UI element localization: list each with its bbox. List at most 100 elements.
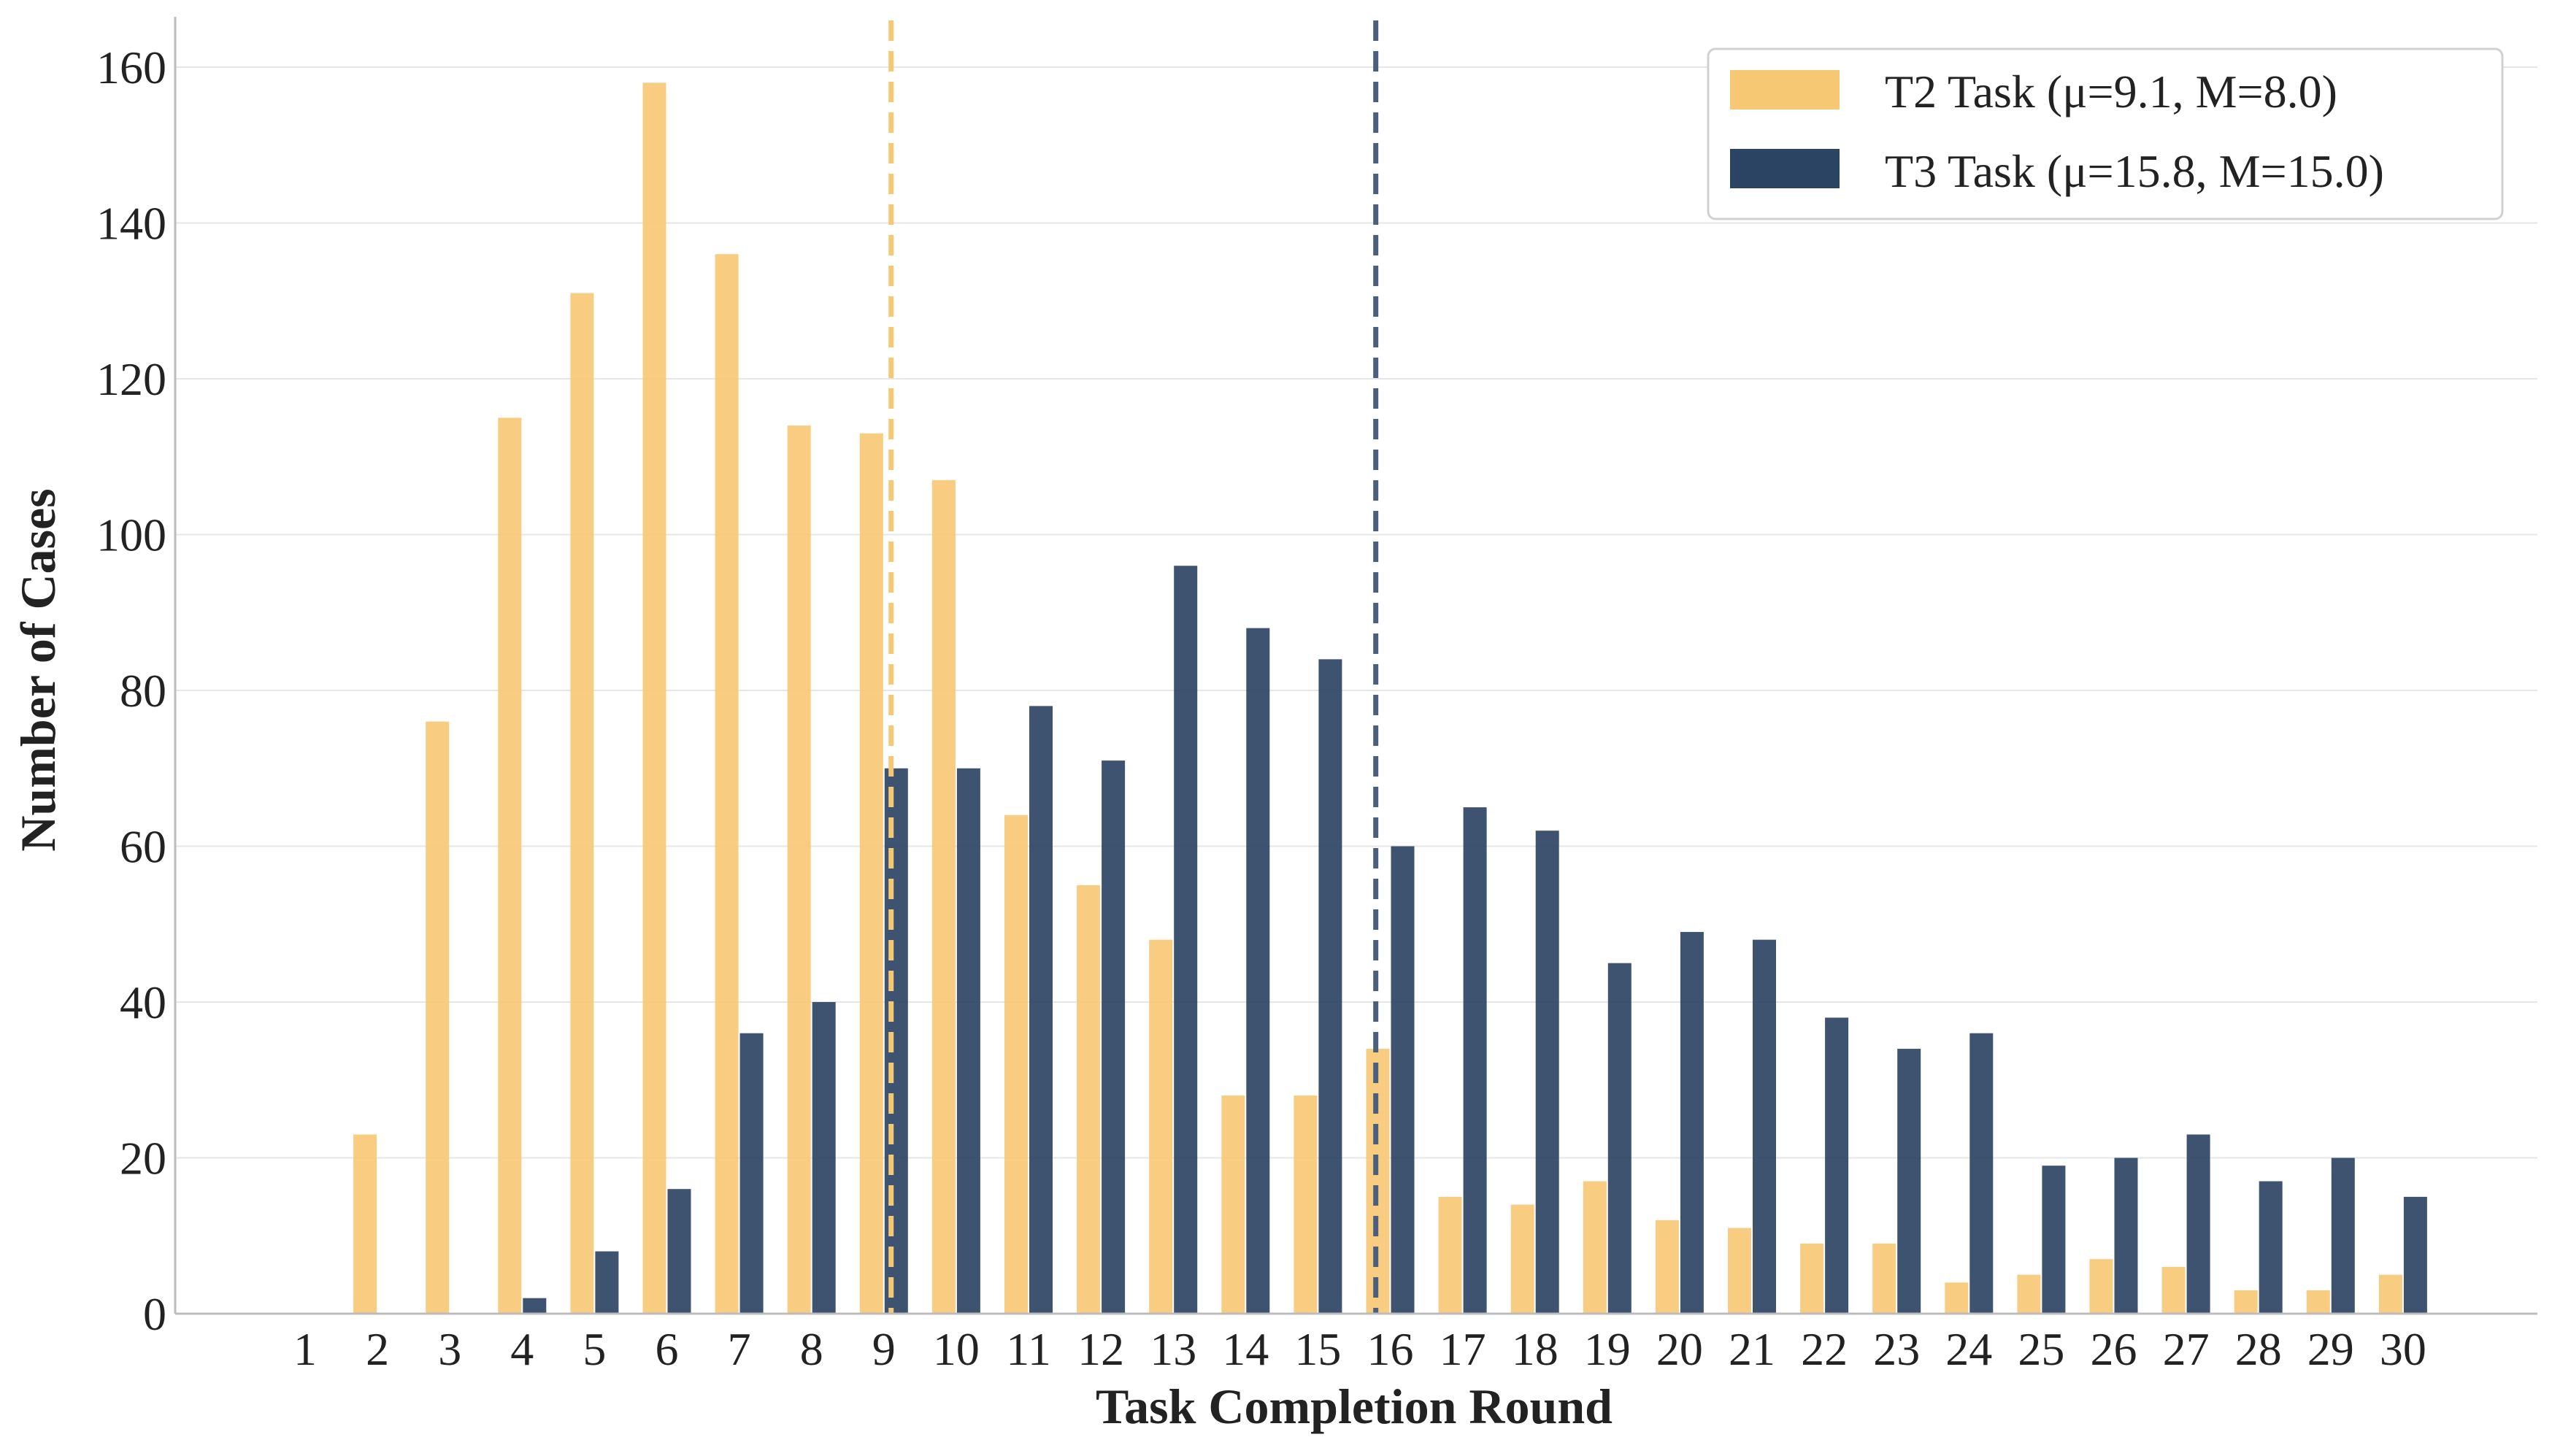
x-tick-label: 10: [933, 1323, 980, 1375]
x-tick-label: 7: [728, 1323, 751, 1375]
t3-bar-10: [956, 768, 980, 1314]
t3-bar-29: [2331, 1158, 2355, 1314]
reference-lines: [888, 20, 1379, 1314]
legend: T2 Task (μ=9.1, M=8.0) T3 Task (μ=15.8, …: [1707, 47, 2504, 220]
x-tick-label: 28: [2235, 1323, 2282, 1375]
t2-bar-17: [1438, 1196, 1462, 1314]
t2-bar-18: [1510, 1204, 1534, 1314]
t3-bar-20: [1680, 931, 1704, 1314]
x-tick-label: 29: [2307, 1323, 2354, 1375]
t3-bar-5: [595, 1251, 619, 1314]
t2-bar-4: [498, 417, 522, 1314]
t2-bar-5: [570, 293, 594, 1314]
t3-bar-18: [1535, 831, 1559, 1314]
y-tick-label: 80: [120, 665, 166, 717]
t3-bar-4: [523, 1298, 547, 1314]
x-tick-label: 2: [366, 1323, 389, 1375]
t2-bar-11: [1004, 814, 1028, 1314]
y-tick-label: 100: [96, 509, 166, 561]
y-tick-label: 160: [96, 42, 166, 93]
t2-bar-22: [1800, 1243, 1824, 1314]
y-tick-label: 40: [120, 977, 166, 1028]
t3-bar-9: [884, 768, 908, 1314]
t2-bar-21: [1728, 1228, 1751, 1314]
t2-bar-29: [2306, 1290, 2330, 1314]
t2-bar-20: [1655, 1220, 1679, 1314]
legend-box: [1707, 47, 2504, 220]
y-tick-label: 60: [120, 821, 166, 873]
t2-bar-13: [1149, 939, 1173, 1314]
x-axis-title: Task Completion Round: [1096, 1379, 1613, 1434]
y-tick-label: 20: [120, 1133, 166, 1185]
x-tick-label: 9: [872, 1323, 896, 1375]
t3-bar-14: [1246, 628, 1270, 1314]
t3-bar-27: [2186, 1134, 2210, 1314]
t3-bar-6: [667, 1189, 691, 1314]
t2-bar-28: [2234, 1290, 2258, 1314]
t2-bar-10: [931, 479, 956, 1314]
t2-bar-23: [1872, 1243, 1896, 1314]
t3-bar-22: [1825, 1017, 1849, 1314]
x-tick-label: 14: [1222, 1323, 1269, 1375]
t3-bar-16: [1391, 846, 1415, 1314]
x-tick-label: 16: [1367, 1323, 1414, 1375]
legend-label-t3: T3 Task (μ=15.8, M=15.0): [1885, 145, 2384, 197]
x-tick-label: 5: [583, 1323, 606, 1375]
t2-bar-24: [1945, 1282, 1969, 1314]
t3-bar-8: [812, 1002, 836, 1314]
t2-bar-6: [642, 82, 666, 1314]
x-tick-label: 23: [1873, 1323, 1920, 1375]
y-axis-title: Number of Cases: [10, 488, 66, 851]
t2-bar-2: [353, 1134, 377, 1314]
x-tick-label: 8: [800, 1323, 823, 1375]
y-tick-label: 0: [143, 1288, 166, 1340]
t3-bar-24: [1969, 1033, 1994, 1314]
x-tick-label: 1: [293, 1323, 317, 1375]
y-tick-label: 140: [96, 198, 166, 250]
t2-bar-30: [2378, 1274, 2402, 1314]
x-tick-label: 26: [2091, 1323, 2137, 1375]
t3-bar-15: [1318, 659, 1342, 1314]
legend-swatch-t3: [1730, 149, 1840, 188]
t3-bar-11: [1029, 706, 1053, 1314]
y-tick-label: 120: [96, 353, 166, 405]
t3-bar-28: [2259, 1181, 2283, 1314]
t2-bar-26: [2089, 1259, 2113, 1314]
t2-bar-9: [859, 433, 883, 1314]
t3-bar-23: [1897, 1049, 1921, 1314]
t3-bar-17: [1463, 807, 1487, 1314]
x-tick-label: 27: [2163, 1323, 2210, 1375]
x-tick-label: 19: [1584, 1323, 1631, 1375]
bars: [353, 82, 2427, 1314]
gridlines: [175, 66, 2537, 1159]
t2-bar-7: [715, 254, 739, 1314]
legend-swatch-t2: [1730, 70, 1840, 109]
legend-label-t2: T2 Task (μ=9.1, M=8.0): [1885, 66, 2337, 118]
t2-bar-8: [787, 425, 811, 1314]
t3-bar-19: [1607, 963, 1631, 1314]
t3-bar-21: [1753, 939, 1776, 1314]
t2-bar-12: [1077, 885, 1101, 1314]
x-tick-label: 3: [438, 1323, 461, 1375]
x-tick-label: 17: [1440, 1323, 1486, 1375]
x-tick-label: 13: [1150, 1323, 1196, 1375]
t2-bar-25: [2017, 1274, 2041, 1314]
t2-bar-3: [426, 721, 450, 1314]
x-tick-label: 24: [1945, 1323, 1992, 1375]
x-tick-label: 30: [2380, 1323, 2426, 1375]
t3-bar-30: [2403, 1196, 2427, 1314]
t2-bar-19: [1583, 1181, 1607, 1314]
x-tick-label: 21: [1729, 1323, 1775, 1375]
x-tick-label: 18: [1512, 1323, 1559, 1375]
t3-bar-13: [1174, 566, 1198, 1314]
x-tick-label: 4: [510, 1323, 534, 1375]
t3-bar-25: [2042, 1166, 2066, 1314]
t3-bar-7: [739, 1033, 764, 1314]
axes: [174, 17, 2537, 1315]
t3-bar-26: [2114, 1158, 2138, 1314]
t2-bar-14: [1221, 1095, 1245, 1314]
x-tick-label: 6: [656, 1323, 679, 1375]
